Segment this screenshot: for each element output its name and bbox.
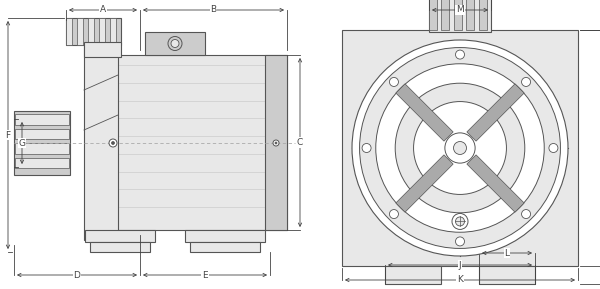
Circle shape [413,101,506,194]
Text: L: L [505,249,509,257]
Circle shape [109,139,117,147]
Bar [342,30,578,266]
Circle shape [273,140,279,146]
Bar [66,18,121,45]
Circle shape [171,40,179,47]
Bar [77,18,83,45]
Text: A: A [100,5,106,14]
Bar [15,129,69,139]
Polygon shape [467,155,524,212]
Circle shape [455,217,464,226]
Circle shape [389,77,398,86]
Text: K: K [457,275,463,284]
Bar [15,158,69,168]
Bar [84,42,118,240]
Circle shape [395,83,525,213]
Bar [479,266,535,284]
Bar [442,0,449,30]
Bar [385,266,441,284]
Text: M: M [456,5,464,14]
Circle shape [455,50,464,59]
Circle shape [168,36,182,51]
Bar [84,42,121,57]
Circle shape [362,144,371,153]
Bar [66,18,72,45]
Circle shape [389,210,398,218]
Circle shape [352,40,568,256]
Circle shape [455,237,464,246]
Circle shape [521,210,530,218]
Bar [88,18,94,45]
Polygon shape [467,84,524,141]
Polygon shape [396,84,453,141]
Bar [479,0,487,30]
Bar [85,230,155,242]
Circle shape [521,77,530,86]
Bar [15,114,69,125]
Bar [429,0,437,30]
Text: G: G [19,138,25,147]
Text: B: B [211,5,217,14]
Text: E: E [202,271,208,279]
Circle shape [549,144,558,153]
Text: D: D [74,271,80,279]
Circle shape [376,64,544,232]
Bar [110,18,116,45]
Circle shape [452,214,468,229]
Bar [145,32,205,55]
Bar [99,18,105,45]
Circle shape [454,142,466,155]
Circle shape [275,142,277,144]
Circle shape [445,133,475,163]
Text: J: J [458,260,461,270]
Bar [454,0,462,30]
Circle shape [112,142,115,144]
Bar [265,55,287,230]
Bar [190,242,260,252]
Bar [466,0,474,30]
Bar [14,111,70,175]
Bar [90,242,150,252]
Bar [429,0,491,32]
Text: C: C [297,138,303,147]
Text: F: F [5,131,11,140]
Circle shape [359,48,560,249]
Bar [15,143,69,153]
Bar [185,230,265,242]
Bar [105,55,287,230]
Polygon shape [396,155,453,212]
